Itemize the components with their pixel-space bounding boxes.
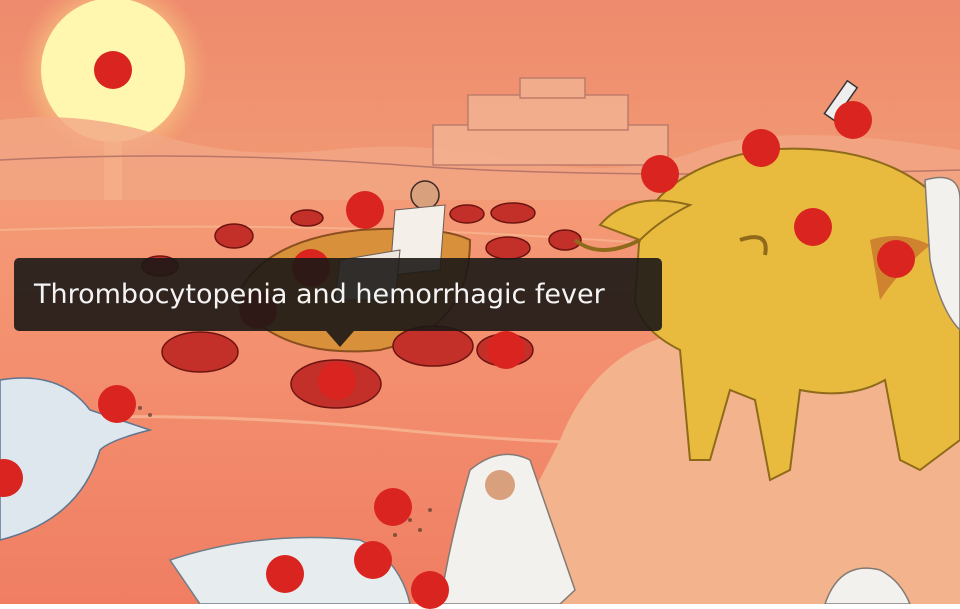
hotspot-buffalo-liver[interactable] xyxy=(877,240,915,278)
worker-bottom-right xyxy=(824,567,911,604)
tooltip-arrow xyxy=(326,331,354,347)
hotspot-buffalo-body[interactable] xyxy=(794,208,832,246)
hotspot-heron-head[interactable] xyxy=(98,385,136,423)
hotspot-blood-cell-center[interactable] xyxy=(318,362,356,400)
hotspot-patient-boat[interactable] xyxy=(346,191,384,229)
hotspot-buffalo-back[interactable] xyxy=(742,129,780,167)
hotspot-ticks[interactable] xyxy=(374,488,412,526)
fortress xyxy=(432,77,669,166)
hotspot-bird-bottom[interactable] xyxy=(266,555,304,593)
hotspot-left-edge[interactable] xyxy=(0,459,23,497)
worker-center xyxy=(439,453,576,604)
hotspot-sun[interactable] xyxy=(94,51,132,89)
hotspot-worker-hand[interactable] xyxy=(354,541,392,579)
tooltip-text: Thrombocytopenia and hemorrhagic fever xyxy=(34,279,605,310)
hotspot-syringe[interactable] xyxy=(834,101,872,139)
hotspot-buffalo-horn[interactable] xyxy=(641,155,679,193)
hotspot-blood-cell-right[interactable] xyxy=(487,331,525,369)
tooltip: Thrombocytopenia and hemorrhagic fever xyxy=(14,258,662,347)
ground xyxy=(470,330,960,604)
hotspot-worker-bird[interactable] xyxy=(411,571,449,609)
